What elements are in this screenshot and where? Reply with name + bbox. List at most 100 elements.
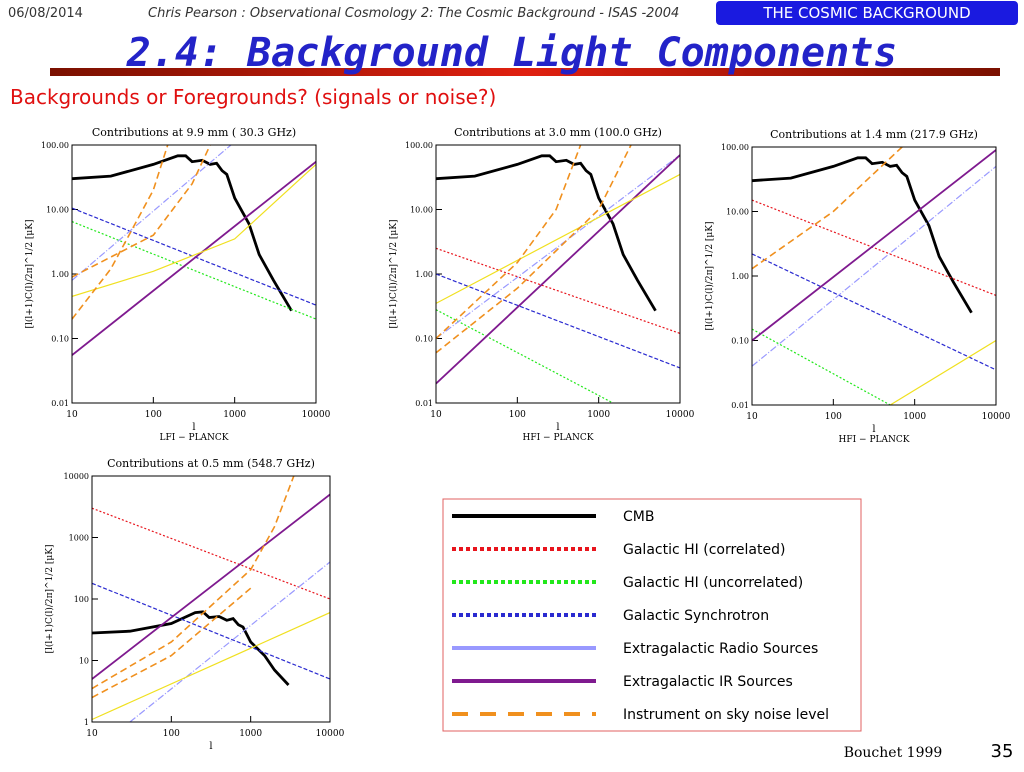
plot-frame [71, 144, 317, 404]
x-tick-label: 10 [66, 410, 78, 420]
series-line [72, 207, 316, 306]
series-line [436, 273, 680, 369]
series-line [129, 561, 330, 722]
x-tick-label: 100 [825, 412, 842, 422]
plot-area [752, 147, 996, 405]
legend-box [442, 498, 862, 732]
title-bar [50, 68, 1000, 76]
legend-label: Extragalactic IR Sources [623, 674, 793, 690]
plot-area [436, 145, 680, 403]
series-line [752, 149, 996, 342]
x-axis-label: l [209, 741, 212, 752]
series-line [92, 476, 295, 690]
series-line [72, 154, 293, 312]
y-tick-label: 1 [84, 718, 89, 727]
x-axis-label: LFI − PLANCK [159, 433, 228, 443]
x-tick-label: 1000 [903, 412, 926, 422]
x-tick-label: 1000 [223, 410, 246, 420]
legend-label: Galactic HI (correlated) [623, 542, 785, 558]
x-axis-label: l [872, 424, 875, 435]
y-tick-label: 100.00 [721, 143, 749, 152]
x-axis-label: HFI − PLANCK [839, 435, 910, 445]
y-tick-label: 10.00 [410, 206, 433, 215]
y-tick-label: 1.00 [731, 272, 749, 281]
series-line [92, 493, 330, 680]
series-line [72, 160, 316, 356]
plot-frame [751, 146, 997, 406]
series-line [72, 145, 211, 278]
footer: Chris Pearson : Observational Cosmology … [148, 6, 679, 21]
series-line [752, 328, 891, 405]
series-line [752, 199, 996, 296]
series-line [72, 163, 316, 297]
y-tick-label: 0.10 [731, 337, 749, 346]
chart-title: Contributions at 0.5 mm (548.7 GHz) [107, 457, 315, 470]
series-line [92, 582, 330, 680]
series-line [752, 156, 973, 314]
plot-area [92, 476, 330, 722]
legend-label: Instrument on sky noise level [623, 707, 829, 723]
series-line [436, 154, 680, 339]
plot-frame [91, 475, 331, 723]
x-tick-label: 10000 [302, 410, 331, 420]
y-tick-label: 10 [79, 657, 89, 666]
series-line [752, 165, 996, 367]
page-number: 35 [991, 741, 1014, 762]
series-line [436, 154, 680, 385]
y-tick-label: 10.00 [726, 208, 749, 217]
chart: Contributions at 3.0 mm (100.0 GHz) [l(l+… [388, 126, 695, 443]
subtitle: Backgrounds or Foregrounds? (signals or … [10, 85, 496, 109]
y-tick-label: 100.00 [405, 141, 433, 150]
plot-frame [435, 144, 681, 404]
plot-area [72, 145, 316, 356]
series-line [752, 147, 903, 270]
y-axis-label: [l(l+1)C(l)/2π]^1/2 [μK] [24, 219, 35, 328]
y-axis-label: [l(l+1)C(l)/2π]^1/2 [μK] [704, 221, 715, 330]
x-axis-label: l [556, 422, 559, 433]
series-line [92, 612, 330, 721]
x-tick-label: 100 [163, 729, 180, 739]
badge-box [716, 1, 1018, 25]
x-tick-label: 1000 [239, 729, 262, 739]
y-tick-label: 1.00 [415, 270, 433, 279]
series-line [436, 247, 680, 334]
chart-title: Contributions at 9.9 mm ( 30.3 GHz) [92, 126, 296, 139]
x-tick-label: 100 [509, 410, 526, 420]
series-line [92, 587, 252, 699]
y-tick-label: 0.01 [731, 401, 749, 410]
y-tick-label: 100.00 [41, 141, 69, 150]
credit: Bouchet 1999 [844, 745, 943, 761]
series-line [436, 154, 657, 312]
x-tick-label: 100 [145, 410, 162, 420]
y-axis-label: [l(l+1)C(l)/2π]^1/2 [μK] [44, 544, 55, 653]
badge: THE COSMIC BACKGROUND [762, 4, 970, 22]
chart-title: Contributions at 3.0 mm (100.0 GHz) [454, 126, 662, 139]
y-tick-label: 0.01 [415, 399, 433, 408]
y-tick-label: 10.00 [46, 206, 69, 215]
y-tick-label: 0.10 [51, 335, 69, 344]
legend-label: Galactic HI (uncorrelated) [623, 575, 803, 591]
y-tick-label: 0.01 [51, 399, 69, 408]
legend-label: CMB [623, 509, 654, 525]
x-tick-label: 10 [430, 410, 442, 420]
chart: Contributions at 0.5 mm (548.7 GHz) [l(l+… [44, 457, 345, 752]
x-tick-label: 10000 [666, 410, 695, 420]
y-tick-label: 100 [74, 595, 89, 604]
series-line [436, 173, 680, 304]
series-line [72, 221, 316, 320]
x-tick-label: 10 [746, 412, 758, 422]
series-line [436, 145, 632, 354]
chart-title: Contributions at 1.4 mm (217.9 GHz) [770, 128, 978, 141]
y-axis-label: [l(l+1)C(l)/2π]^1/2 [μK] [388, 219, 399, 328]
x-tick-label: 10 [86, 729, 98, 739]
slide-title: 2.4: Background Light Components [126, 30, 898, 76]
x-tick-label: 1000 [587, 410, 610, 420]
series-line [752, 253, 996, 371]
series-line [72, 145, 232, 281]
y-tick-label: 0.10 [415, 335, 433, 344]
series-line [436, 309, 614, 403]
x-tick-label: 10000 [982, 412, 1011, 422]
x-axis-label: HFI − PLANCK [523, 433, 594, 443]
series-line [72, 145, 169, 320]
